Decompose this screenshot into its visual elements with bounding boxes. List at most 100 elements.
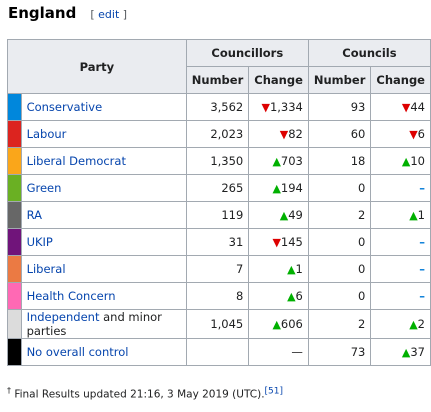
- councils-change-cell: ▲37: [370, 338, 431, 366]
- councillors-change-cell: ▲194: [248, 174, 309, 202]
- councillors-number-cell: 7: [185, 255, 250, 283]
- councils-change-header: Change: [370, 66, 431, 94]
- results-table: Party Councillors Councils Number Change…: [7, 39, 431, 366]
- change-value: 37: [410, 345, 425, 359]
- councils-number-cell: 0: [307, 282, 372, 310]
- party-color-swatch: [7, 201, 22, 229]
- change-value: 1,334: [269, 100, 303, 114]
- increase-arrow-icon: ▲: [287, 290, 296, 303]
- increase-arrow-icon: ▲: [272, 155, 281, 168]
- councils-change-cell: ▲1: [370, 201, 431, 229]
- party-link[interactable]: No overall control: [26, 345, 129, 359]
- table-row: RA 119 ▲49 2 ▲1: [7, 201, 431, 229]
- party-color-swatch: [7, 120, 22, 148]
- councillors-change-cell: ▲49: [248, 201, 309, 229]
- table-row: Conservative 3,562 ▼1,334 93 ▼44: [7, 93, 431, 121]
- party-color-swatch: [7, 174, 22, 202]
- change-value: 10: [410, 154, 425, 168]
- councils-change-cell: ▼44: [370, 93, 431, 121]
- increase-arrow-icon: ▲: [272, 182, 281, 195]
- councillors-change-cell: ▼1,334: [248, 93, 309, 121]
- increase-arrow-icon: ▲: [401, 155, 411, 168]
- councillors-number-cell: 1,045: [185, 309, 250, 339]
- councils-change-cell: –: [370, 255, 431, 283]
- party-link[interactable]: Health Concern: [26, 289, 116, 303]
- results-rows: Conservative 3,562 ▼1,334 93 ▼44 Labour 2,023 ▼…: [7, 93, 431, 366]
- party-color-swatch: [7, 255, 22, 283]
- change-value: 145: [280, 235, 303, 249]
- party-link[interactable]: Liberal Democrat: [26, 154, 126, 168]
- councillors-number-cell: 2,023: [185, 120, 250, 148]
- footnote-reference-link[interactable]: [51]: [264, 386, 284, 401]
- councils-change-cell: ▲2: [370, 309, 431, 339]
- increase-arrow-icon: ▲: [409, 209, 418, 222]
- party-suffix: and minor parties: [26, 310, 162, 338]
- footnote-marker: †: [7, 386, 11, 395]
- councillors-number-cell: 31: [185, 228, 250, 256]
- party-cell: Liberal Democrat: [20, 147, 187, 175]
- councils-number-cell: 73: [307, 338, 372, 366]
- party-link[interactable]: Green: [26, 181, 62, 195]
- councils-change-cell: –: [370, 282, 431, 310]
- party-cell: Independent and minor parties: [20, 309, 187, 339]
- table-row: Labour 2,023 ▼82 60 ▼6: [7, 120, 431, 148]
- increase-arrow-icon: ▲: [287, 263, 296, 276]
- change-value: 606: [280, 317, 303, 331]
- party-link[interactable]: Conservative: [26, 100, 103, 114]
- increase-arrow-icon: ▲: [401, 346, 411, 359]
- edit-bracket-open: [: [90, 8, 95, 21]
- decrease-arrow-icon: ▼: [409, 128, 418, 141]
- change-value: 6: [295, 289, 303, 303]
- councillors-number-cell: 3,562: [185, 93, 250, 121]
- councillors-change-cell: ▲6: [248, 282, 309, 310]
- change-value: 6: [417, 127, 425, 141]
- table-row: Independent and minor parties 1,045 ▲606 2 ▲…: [7, 309, 431, 339]
- table-row: Liberal 7 ▲1 0–: [7, 255, 431, 283]
- party-link[interactable]: Labour: [26, 127, 67, 141]
- councils-number-cell: 0: [307, 255, 372, 283]
- footnote: † Final Results updated 21:16, 3 May 201…: [7, 386, 283, 401]
- party-link[interactable]: Independent: [26, 310, 100, 324]
- councils-number-cell: 60: [307, 120, 372, 148]
- councils-header: Councils: [307, 39, 431, 67]
- increase-arrow-icon: ▲: [279, 209, 289, 222]
- no-change-icon: –: [419, 289, 425, 303]
- change-value: 2: [417, 317, 425, 331]
- footnote-reference: [51]: [264, 386, 284, 396]
- councillors-number-cell: 265: [185, 174, 250, 202]
- councils-change-cell: ▲10: [370, 147, 431, 175]
- councillors-number-cell: 8: [185, 282, 250, 310]
- party-color-swatch: [7, 338, 22, 366]
- party-cell: Labour: [20, 120, 187, 148]
- no-change-icon: –: [419, 181, 425, 195]
- councils-number-cell: 0: [307, 174, 372, 202]
- councillors-change-cell: ▲1: [248, 255, 309, 283]
- party-link[interactable]: UKIP: [26, 235, 53, 249]
- party-link[interactable]: RA: [26, 208, 42, 222]
- edit-bracket-close: ]: [122, 8, 128, 21]
- change-value: 44: [410, 100, 425, 114]
- table-row: Liberal Democrat 1,350 ▲703 18 ▲10: [7, 147, 431, 175]
- party-cell: UKIP: [20, 228, 187, 256]
- councillors-number-cell: [185, 338, 250, 366]
- party-color-swatch: [7, 147, 22, 175]
- councillors-change-cell: ▲606: [248, 309, 309, 339]
- party-link[interactable]: Liberal: [26, 262, 66, 276]
- councillors-change-cell: ▼145: [248, 228, 309, 256]
- change-value: 1: [295, 262, 303, 276]
- party-cell: Conservative: [20, 93, 187, 121]
- edit-link[interactable]: edit: [98, 8, 120, 21]
- party-color-swatch: [7, 309, 22, 339]
- councillors-number-cell: 119: [185, 201, 250, 229]
- party-cell: Liberal: [20, 255, 187, 283]
- councils-change-cell: –: [370, 174, 431, 202]
- councils-number-cell: 18: [307, 147, 372, 175]
- councils-number-cell: 2: [307, 309, 372, 339]
- section-heading: England [ edit ]: [8, 4, 127, 22]
- table-row: Health Concern 8 ▲6 0–: [7, 282, 431, 310]
- no-change-icon: –: [419, 235, 425, 249]
- footnote-text: Final Results updated 21:16, 3 May 2019 …: [11, 388, 265, 401]
- decrease-arrow-icon: ▼: [272, 236, 281, 249]
- party-cell: Green: [20, 174, 187, 202]
- party-color-swatch: [7, 93, 22, 121]
